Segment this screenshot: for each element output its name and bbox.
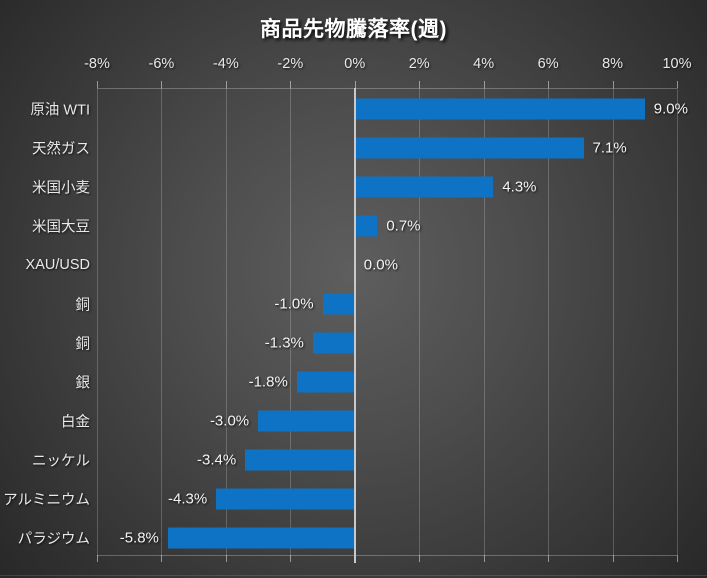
- category-label: アルミニウム: [3, 492, 90, 509]
- bar: [167, 527, 355, 549]
- bar: [312, 332, 355, 354]
- category-label: 銅: [75, 297, 91, 314]
- bar: [354, 98, 645, 120]
- bar-value-label: 4.3%: [502, 178, 537, 196]
- chart-bottom-edge: [0, 575, 707, 576]
- category-label: パラジウム: [17, 531, 90, 548]
- gridline: [225, 88, 227, 555]
- category-label: 米国小麦: [32, 180, 90, 197]
- axis-tick: [677, 555, 678, 562]
- axis-tick: [290, 81, 292, 88]
- gridline: [483, 88, 485, 555]
- axis-tick: [97, 555, 98, 562]
- bar-value-label: -5.8%: [119, 529, 159, 547]
- x-axis-tick-label: 10%: [662, 56, 692, 72]
- axis-tick: [548, 555, 550, 562]
- bar: [216, 488, 355, 510]
- category-label: 銅: [75, 336, 91, 353]
- axis-tick: [548, 81, 550, 88]
- bar-value-label: 7.1%: [592, 139, 627, 157]
- bar-value-label: -1.3%: [264, 334, 304, 352]
- category-label: 銀: [75, 375, 91, 392]
- bar-value-label: -4.3%: [168, 490, 208, 508]
- axis-tick: [677, 81, 678, 88]
- bar: [296, 371, 355, 393]
- bar-value-label: -1.0%: [274, 295, 314, 313]
- bar: [258, 410, 355, 432]
- category-label: XAU/USD: [25, 257, 90, 274]
- bar-value-label: 9.0%: [653, 100, 688, 118]
- gridline: [548, 88, 550, 555]
- bar: [245, 449, 355, 471]
- category-label: 白金: [61, 414, 90, 431]
- axis-tick: [354, 81, 356, 88]
- bar: [322, 293, 355, 315]
- bar: [354, 176, 494, 198]
- x-axis-tick-label: -4%: [212, 56, 239, 72]
- axis-tick: [483, 555, 485, 562]
- axis-tick: [97, 81, 98, 88]
- axis-tick: [161, 81, 163, 88]
- gridline: [161, 88, 163, 555]
- bar: [354, 215, 378, 237]
- axis-tick: [290, 555, 292, 562]
- chart-title: 商品先物騰落率(週): [260, 18, 447, 41]
- x-axis-tick-label: 8%: [602, 56, 624, 72]
- gridline: [677, 88, 678, 555]
- axis-tick: [612, 555, 614, 562]
- x-axis-tick-label: 2%: [408, 56, 430, 72]
- x-axis-tick-label: -2%: [277, 56, 304, 72]
- category-label: 天然ガス: [32, 141, 90, 158]
- bar: [354, 137, 584, 159]
- gridline: [97, 88, 98, 555]
- bar-value-label: 0.7%: [386, 217, 421, 235]
- axis-tick: [419, 555, 421, 562]
- x-axis-tick-label: 0%: [344, 56, 366, 72]
- value-axis-line: [97, 88, 677, 89]
- category-label: ニッケル: [32, 453, 90, 470]
- bar-value-label: -3.0%: [209, 412, 250, 430]
- x-axis-tick-label: 4%: [473, 56, 495, 72]
- axis-tick: [483, 81, 485, 88]
- gridline: [612, 88, 614, 555]
- plot-bottom-border: [97, 555, 677, 556]
- zero-axis-line: [353, 88, 356, 563]
- axis-tick: [161, 555, 163, 562]
- x-axis-tick-label: 6%: [537, 56, 559, 72]
- category-label: 原油 WTI: [30, 102, 90, 119]
- axis-tick: [419, 81, 421, 88]
- axis-tick: [225, 81, 227, 88]
- category-label: 米国大豆: [32, 219, 90, 236]
- axis-tick: [612, 81, 614, 88]
- bar-value-label: -1.8%: [248, 373, 288, 391]
- bar-value-label: -3.4%: [197, 451, 237, 469]
- axis-tick: [225, 555, 227, 562]
- x-axis-tick-label: -6%: [148, 56, 175, 72]
- gridline: [290, 88, 292, 555]
- x-axis-tick-label: -8%: [84, 56, 110, 72]
- bar-value-label: 0.0%: [363, 256, 398, 274]
- gridline: [419, 88, 421, 555]
